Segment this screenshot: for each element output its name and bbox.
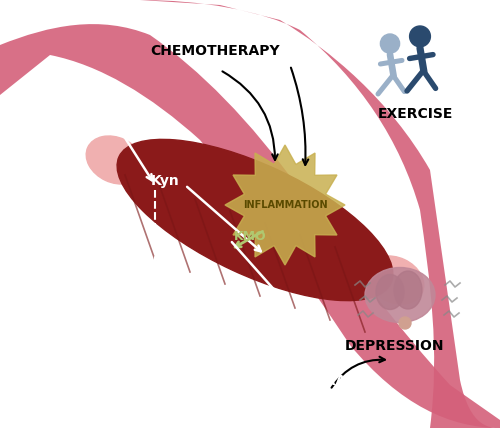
Ellipse shape xyxy=(86,136,144,184)
Text: CHEMOTHERAPY: CHEMOTHERAPY xyxy=(150,44,280,58)
Text: Kyn: Kyn xyxy=(150,174,180,188)
Circle shape xyxy=(380,34,400,53)
Text: Trp: Trp xyxy=(82,94,108,108)
Text: KA: KA xyxy=(104,324,126,338)
Ellipse shape xyxy=(365,268,435,323)
Ellipse shape xyxy=(394,271,422,309)
Text: EXERCISE: EXERCISE xyxy=(378,107,452,121)
Ellipse shape xyxy=(117,140,393,300)
Text: KATs: KATs xyxy=(116,245,144,258)
Ellipse shape xyxy=(366,256,424,304)
Text: QA: QA xyxy=(334,394,356,408)
PathPatch shape xyxy=(140,0,500,428)
Text: HAA: HAA xyxy=(314,374,346,388)
PathPatch shape xyxy=(0,24,500,428)
Text: KMO: KMO xyxy=(234,230,266,243)
Ellipse shape xyxy=(399,317,411,329)
Text: HK: HK xyxy=(299,334,321,348)
Text: AA: AA xyxy=(309,354,331,368)
Text: DEPRESSION: DEPRESSION xyxy=(345,339,445,353)
Text: INFLAMMATION: INFLAMMATION xyxy=(242,200,328,210)
Ellipse shape xyxy=(376,274,404,309)
PathPatch shape xyxy=(225,145,345,265)
Circle shape xyxy=(410,26,430,47)
